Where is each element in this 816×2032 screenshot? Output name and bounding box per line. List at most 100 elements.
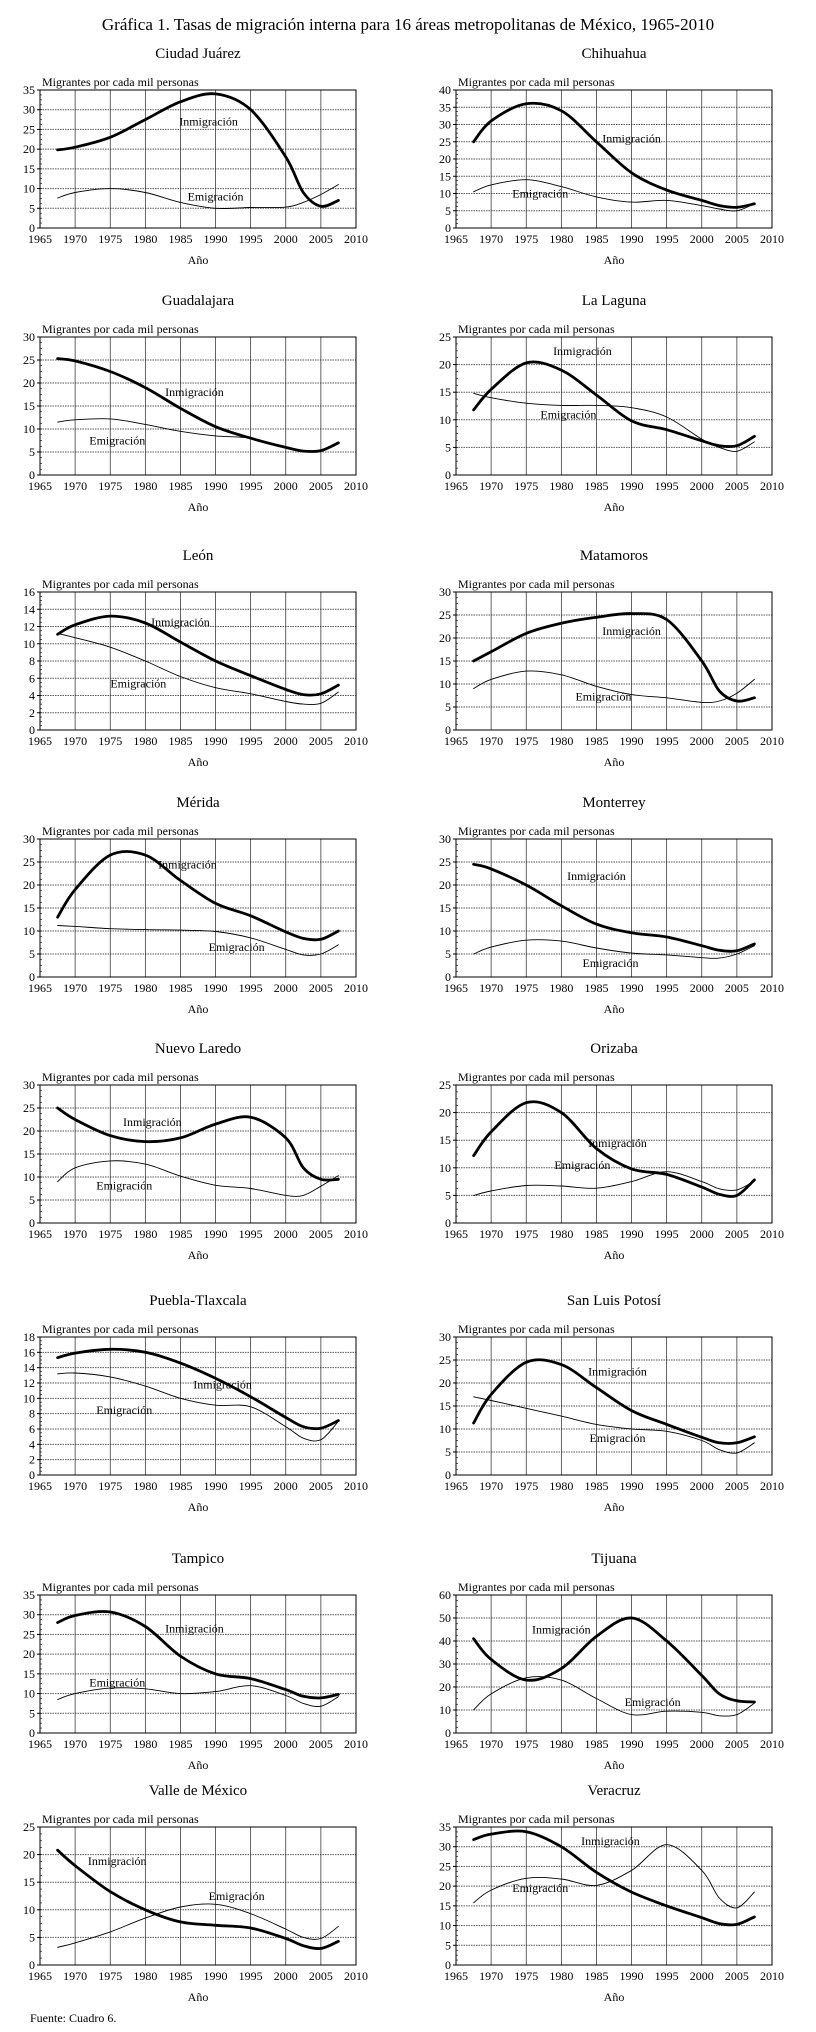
- y-tick-label: 15: [23, 1875, 35, 1889]
- x-axis-label: Año: [188, 253, 209, 267]
- y-tick-label: 15: [23, 901, 35, 915]
- y-tick-label: 5: [29, 1930, 35, 1944]
- x-tick-label: 2010: [344, 232, 368, 246]
- x-axis-label: Año: [604, 500, 625, 514]
- chart-title: Orizaba: [590, 1041, 638, 1057]
- y-tick-label: 20: [439, 152, 451, 166]
- y-tick-label: 25: [23, 1627, 35, 1641]
- y-axis-label: Migrantes por cada mil personas: [458, 1580, 615, 1594]
- emigracion-line: [473, 670, 755, 704]
- x-tick-label: 1985: [168, 981, 192, 995]
- x-tick-label: 1980: [133, 1227, 157, 1241]
- inmigracion-label: Inmigración: [532, 1623, 591, 1637]
- x-tick-label: 2000: [690, 1227, 714, 1241]
- x-tick-label: 1975: [98, 479, 122, 493]
- x-tick-label: 2010: [760, 479, 784, 493]
- x-tick-label: 1975: [514, 232, 538, 246]
- x-tick-label: 2005: [725, 1227, 749, 1241]
- y-tick-label: 20: [439, 1376, 451, 1390]
- x-tick-label: 1970: [63, 1227, 87, 1241]
- x-tick-label: 2010: [760, 1227, 784, 1241]
- chart-title: San Luis Potosí: [567, 1293, 661, 1309]
- x-axis-label: Año: [188, 1500, 209, 1514]
- y-tick-label: 30: [439, 585, 451, 599]
- emigracion-label: Emigración: [89, 1676, 145, 1690]
- chart-title: Mérida: [176, 795, 220, 811]
- x-tick-label: 2005: [725, 1969, 749, 1983]
- x-tick-label: 2005: [725, 734, 749, 748]
- x-tick-label: 1985: [168, 734, 192, 748]
- x-tick-label: 1980: [549, 1227, 573, 1241]
- x-tick-label: 2010: [760, 734, 784, 748]
- emigracion-line: [473, 179, 755, 212]
- x-tick-label: 2000: [690, 981, 714, 995]
- x-tick-label: 1965: [444, 479, 468, 493]
- y-axis-label: Migrantes por cada mil personas: [42, 75, 199, 89]
- chart-title: Veracruz: [587, 1783, 641, 1799]
- emigracion-line: [473, 1676, 755, 1717]
- x-tick-label: 1975: [98, 1479, 122, 1493]
- x-tick-label: 1980: [133, 232, 157, 246]
- y-tick-label: 16: [23, 1345, 35, 1359]
- plot-frame: [455, 1336, 773, 1476]
- y-tick-label: 0: [445, 1726, 451, 1740]
- x-tick-label: 1995: [655, 232, 679, 246]
- y-tick-label: 20: [23, 1848, 35, 1862]
- y-tick-label: 60: [439, 1588, 451, 1602]
- y-tick-label: 15: [439, 654, 451, 668]
- inmigracion-label: Inmigración: [581, 1834, 640, 1848]
- y-tick-label: 20: [23, 1647, 35, 1661]
- x-tick-label: 1995: [239, 1479, 263, 1493]
- y-tick-label: 25: [23, 1101, 35, 1115]
- y-tick-label: 10: [23, 1903, 35, 1917]
- source-note: Fuente: Cuadro 6.: [30, 2011, 116, 2025]
- y-axis-label: Migrantes por cada mil personas: [42, 577, 199, 591]
- x-tick-label: 1985: [168, 1479, 192, 1493]
- y-tick-label: 0: [445, 468, 451, 482]
- y-tick-label: 0: [445, 1216, 451, 1230]
- x-axis-label: Año: [604, 1248, 625, 1262]
- y-tick-label: 0: [445, 723, 451, 737]
- emigracion-line: [57, 1903, 339, 1948]
- y-tick-label: 10: [439, 1422, 451, 1436]
- chart-title: La Laguna: [582, 293, 647, 309]
- y-tick-label: 14: [23, 602, 35, 616]
- x-tick-label: 2010: [760, 232, 784, 246]
- x-tick-label: 1985: [168, 232, 192, 246]
- x-tick-label: 1970: [63, 479, 87, 493]
- inmigracion-line: [472, 862, 756, 953]
- inmigracion-line: [56, 1106, 340, 1182]
- x-axis-label: Año: [604, 1990, 625, 2004]
- y-tick-label: 10: [23, 422, 35, 436]
- y-tick-label: 5: [445, 1938, 451, 1952]
- x-axis-label: Año: [604, 253, 625, 267]
- x-tick-label: 1985: [168, 479, 192, 493]
- y-tick-label: 0: [29, 723, 35, 737]
- x-tick-label: 1990: [620, 1227, 644, 1241]
- x-tick-label: 1990: [620, 1737, 644, 1751]
- emigracion-label: Emigración: [96, 1403, 152, 1417]
- x-tick-label: 2000: [274, 479, 298, 493]
- chart-tampico: Tampico Migrantes por cada mil personas 0 5…: [23, 1551, 368, 1772]
- y-tick-label: 10: [439, 924, 451, 938]
- inmigracion-label: Inmigración: [88, 1854, 147, 1868]
- x-tick-label: 1995: [655, 1737, 679, 1751]
- x-tick-label: 1980: [133, 1969, 157, 1983]
- emigracion-line: [473, 939, 755, 959]
- x-tick-label: 1995: [655, 734, 679, 748]
- emigracion-line: [57, 1160, 339, 1197]
- emigracion-line: [473, 392, 755, 452]
- x-tick-label: 2000: [274, 1737, 298, 1751]
- x-axis-label: Año: [188, 755, 209, 769]
- y-tick-label: 0: [29, 1958, 35, 1972]
- y-tick-label: 20: [439, 878, 451, 892]
- inmigracion-line: [472, 1616, 756, 1704]
- chart-title: Tampico: [172, 1551, 224, 1567]
- x-tick-label: 1980: [549, 1969, 573, 1983]
- x-tick-label: 1965: [28, 1479, 52, 1493]
- inmigracion-line: [472, 1358, 756, 1445]
- chart-title: Guadalajara: [162, 293, 235, 309]
- x-tick-label: 1995: [239, 479, 263, 493]
- x-tick-label: 2000: [690, 734, 714, 748]
